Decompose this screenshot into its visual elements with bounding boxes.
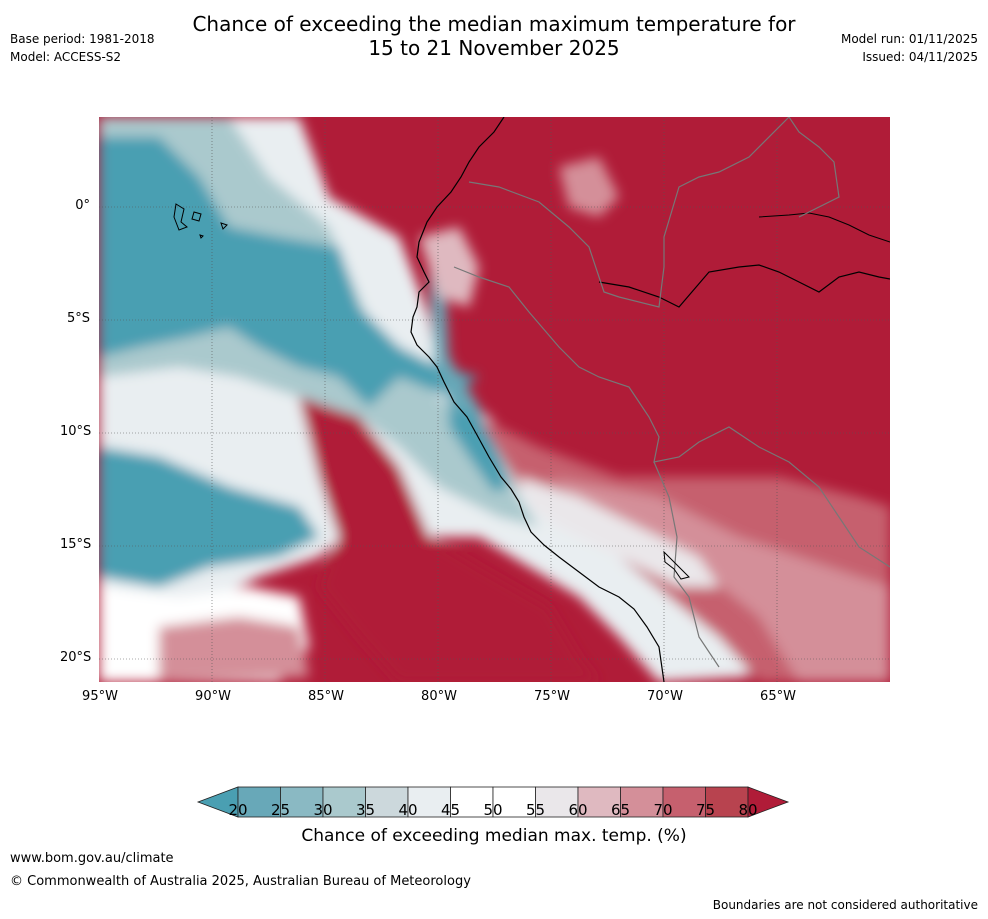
colorbar-segment [322,786,366,818]
colorbar-tick-label: 25 [270,801,291,819]
lat-label-10s: 10°S [60,424,92,439]
colorbar-segment [407,786,451,818]
issued-date: Issued: 04/11/2025 [862,50,978,64]
colorbar-label: Chance of exceeding median max. temp. (%… [301,826,687,846]
lat-label-0: 0° [75,198,90,213]
graticule [99,117,890,682]
colorbar-segment [535,786,579,818]
colorbar-tick-label: 20 [228,801,248,819]
model-name: Model: ACCESS-S2 [10,50,122,64]
map-title: Chance of exceeding the median maximum t… [0,12,988,60]
colorbar-tick-label: 45 [440,801,461,819]
coastline [410,117,665,682]
lat-label-20s: 20°S [60,650,92,665]
river-north [758,212,890,243]
header-right: Model run: 01/11/2025 Issued: 04/11/2025 [841,30,978,66]
lat-label-15s: 15°S [60,537,92,552]
colorbar-tick-label: 70 [653,801,673,819]
title-line-2: 15 to 21 November 2025 [368,36,620,60]
colorbar-arrow-high [747,786,790,818]
lon-label-90w: 90°W [195,689,231,704]
colorbar-tick-label: 50 [483,801,503,819]
colorbar-tick-label: 35 [355,801,376,819]
colorbar [196,786,790,818]
colorbar-segment [365,786,409,818]
lake-titicaca [663,550,690,580]
colorbar-segment [237,786,281,818]
base-period: Base period: 1981-2018 [10,32,155,46]
colorbar-tick-label: 80 [738,801,758,819]
title-line-1: Chance of exceeding the median maximum t… [192,12,796,36]
lon-label-65w: 65°W [760,689,796,704]
header-left: Base period: 1981-2018 Model: ACCESS-S2 [10,30,155,66]
forecast-map [99,117,890,682]
colorbar-tick-label: 65 [610,801,631,819]
bom-url[interactable]: www.bom.gov.au/climate [10,851,174,866]
river [598,264,890,308]
lon-label-95w: 95°W [82,689,118,704]
disclaimer: Boundaries are not considered authoritat… [712,898,978,912]
colorbar-tick-label: 40 [398,801,418,819]
copyright: © Commonwealth of Australia 2025, Austra… [10,874,471,889]
colorbar-segment [705,786,749,818]
lon-label-75w: 75°W [534,689,570,704]
colorbar-tick-label: 55 [525,801,546,819]
model-run: Model run: 01/11/2025 [840,32,978,46]
lat-label-5s: 5°S [66,311,90,326]
colorbar-tick-label: 75 [695,801,716,819]
colorbar-segments [196,786,790,818]
colorbar-segment [577,786,621,818]
colorbar-segment [662,786,706,818]
lon-label-80w: 80°W [421,689,457,704]
colorbar-segment [620,786,664,818]
colorbar-segment [492,786,536,818]
colorbar-tick-label: 60 [568,801,588,819]
colorbar-tick-label: 30 [313,801,333,819]
lon-label-70w: 70°W [647,689,683,704]
probability-field [99,117,890,682]
colorbar-segment [450,786,494,818]
lon-label-85w: 85°W [308,689,344,704]
country-borders [453,117,890,668]
galapagos-islands [173,203,228,239]
